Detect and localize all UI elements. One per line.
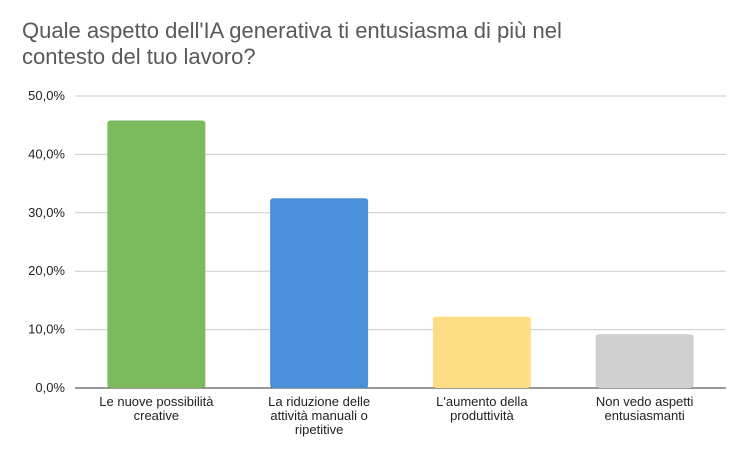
- y-tick-label: 20,0%: [28, 263, 65, 278]
- y-tick-label: 30,0%: [28, 205, 65, 220]
- bar: [595, 334, 694, 388]
- x-tick-label: ripetitive: [295, 422, 343, 437]
- bar: [107, 120, 206, 388]
- bar: [270, 198, 369, 388]
- chart-title-line-2: contesto del tuo lavoro?: [22, 44, 256, 69]
- x-tick-label: Non vedo aspetti: [596, 394, 694, 409]
- y-tick-label: 40,0%: [28, 146, 65, 161]
- x-tick-label: produttività: [450, 408, 514, 423]
- y-tick-label: 10,0%: [28, 322, 65, 337]
- x-tick-label: entusiasmanti: [605, 408, 685, 423]
- x-tick-label: attività manuali o: [270, 408, 368, 423]
- bar: [432, 316, 531, 388]
- chart-title-line-1: Quale aspetto dell'IA generativa ti entu…: [22, 18, 562, 43]
- x-tick-label: L'aumento della: [436, 394, 528, 409]
- chart-title: Quale aspetto dell'IA generativa ti entu…: [22, 18, 722, 70]
- y-tick-label: 50,0%: [28, 88, 65, 103]
- x-tick-label: Le nuove possibilità: [99, 394, 214, 409]
- y-tick-label: 0,0%: [35, 380, 65, 395]
- x-tick-label: La riduzione delle: [268, 394, 370, 409]
- x-tick-label: creative: [134, 408, 180, 423]
